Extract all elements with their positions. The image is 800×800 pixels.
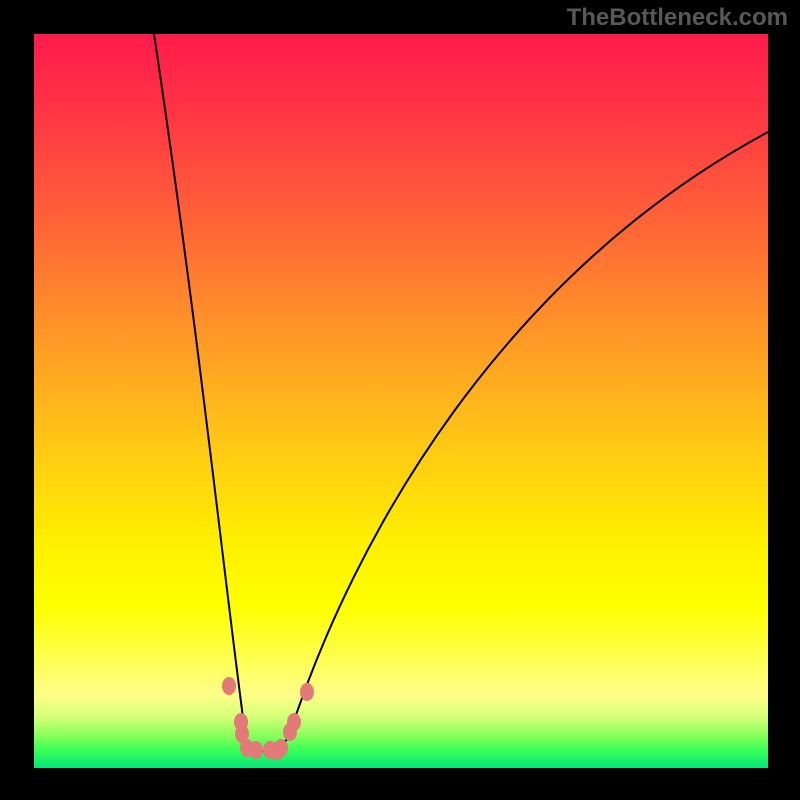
data-marker bbox=[287, 713, 301, 731]
data-marker bbox=[222, 677, 236, 695]
data-marker bbox=[274, 739, 288, 757]
chart-container: TheBottleneck.com bbox=[0, 0, 800, 800]
gradient-background bbox=[34, 34, 768, 768]
data-marker bbox=[249, 741, 263, 759]
data-marker bbox=[300, 683, 314, 701]
bottleneck-curve-plot bbox=[34, 34, 768, 768]
watermark-text: TheBottleneck.com bbox=[567, 4, 788, 32]
